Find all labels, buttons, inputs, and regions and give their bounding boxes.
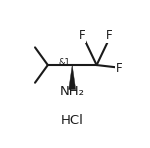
Text: F: F [79, 29, 85, 42]
Text: NH₂: NH₂ [60, 85, 85, 98]
Text: HCl: HCl [61, 114, 84, 127]
Text: F: F [106, 29, 112, 42]
Text: &1: &1 [59, 58, 70, 67]
Text: F: F [116, 62, 123, 75]
Polygon shape [69, 65, 76, 90]
